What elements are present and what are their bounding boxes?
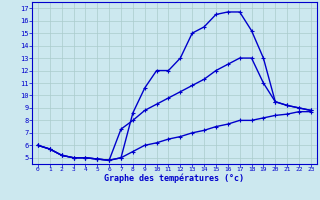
X-axis label: Graphe des températures (°c): Graphe des températures (°c): [104, 174, 244, 183]
